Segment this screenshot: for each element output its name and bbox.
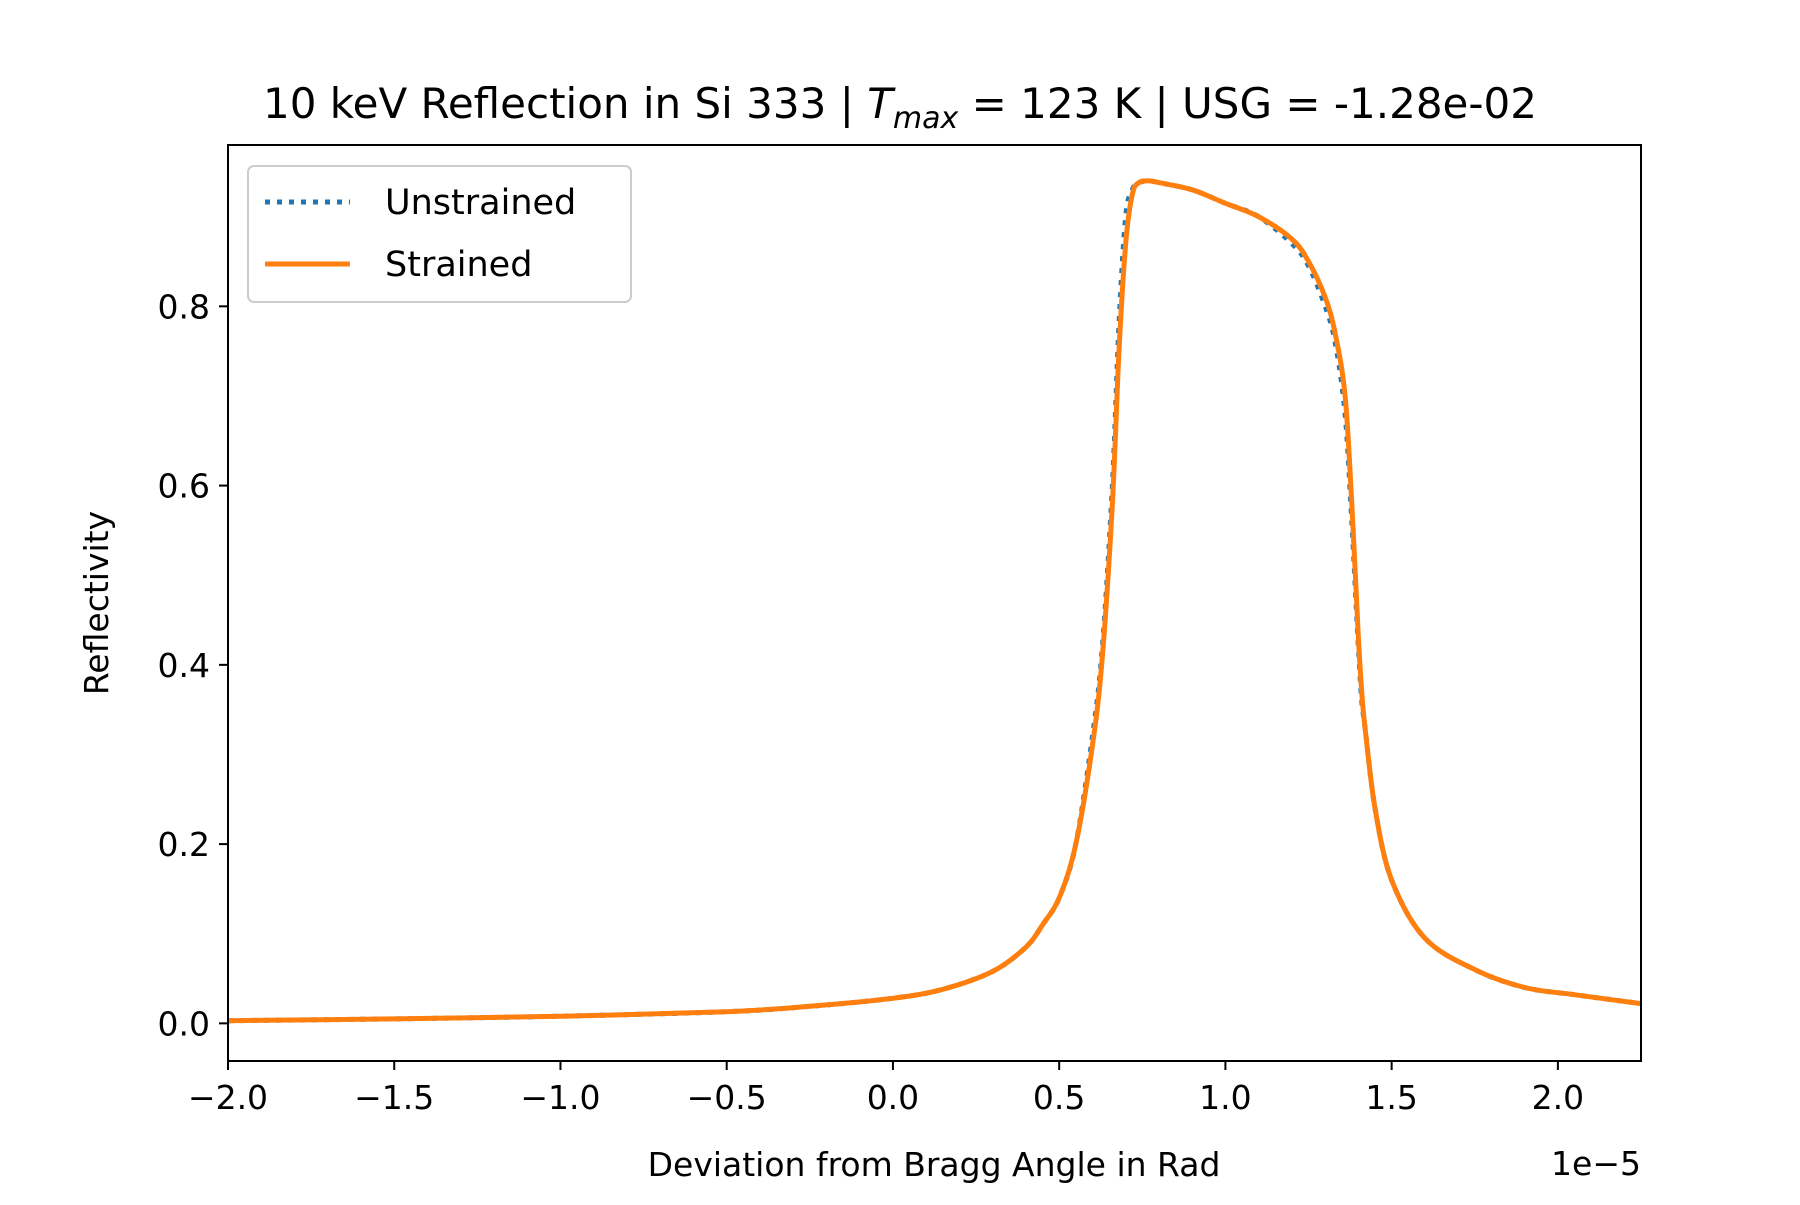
y-axis-label: Reflectivity — [77, 511, 116, 695]
series-line-unstrained — [228, 178, 1641, 1024]
x-tick-label: 1.0 — [1199, 1078, 1251, 1117]
series-line-strained — [228, 178, 1641, 1024]
y-tick-label: 0.4 — [158, 646, 210, 685]
chart-title-t-symbol: T — [867, 79, 896, 128]
x-tick-label: 0.5 — [1033, 1078, 1085, 1117]
x-tick-label: −1.5 — [354, 1078, 434, 1117]
y-tick-label: 0.6 — [158, 467, 210, 506]
tick-layer: −2.0 −1.5 −1.0 −0.5 0.0 0.5 1.0 1.5 2.0 0.0 0.2 0.4… — [158, 287, 1585, 1117]
x-tick-label: −0.5 — [687, 1078, 767, 1117]
legend-label-strained: Strained — [385, 245, 532, 285]
x-axis-label: Deviation from Bragg Angle in Rad — [648, 1145, 1221, 1184]
x-tick-label: −2.0 — [188, 1078, 268, 1117]
legend-box — [247, 165, 632, 303]
chart-title-prefix: 10 keV Reflection in Si 333 | — [263, 79, 867, 128]
y-tick-label: 0.2 — [158, 825, 210, 864]
legend-label-unstrained: Unstrained — [385, 183, 576, 223]
chart-title: 10 keV Reflection in Si 333 | Tmax = 123… — [263, 79, 1537, 136]
x-tick-label: −1.0 — [520, 1078, 600, 1117]
chart-title-suffix: = 123 K | USG = -1.28e-02 — [958, 79, 1537, 128]
x-tick-label: 2.0 — [1532, 1078, 1584, 1117]
chart-title-t-subscript: max — [893, 101, 959, 136]
series-layer — [228, 178, 1641, 1024]
x-axis-offset-text: 1e−5 — [1551, 1144, 1641, 1183]
y-tick-label: 0.8 — [158, 287, 210, 326]
legend: Unstrained Strained — [247, 165, 632, 303]
y-tick-label: 0.0 — [158, 1004, 210, 1043]
x-tick-label: 1.5 — [1365, 1078, 1417, 1117]
x-tick-label: 0.0 — [867, 1078, 919, 1117]
plot-frame — [227, 144, 1642, 1062]
